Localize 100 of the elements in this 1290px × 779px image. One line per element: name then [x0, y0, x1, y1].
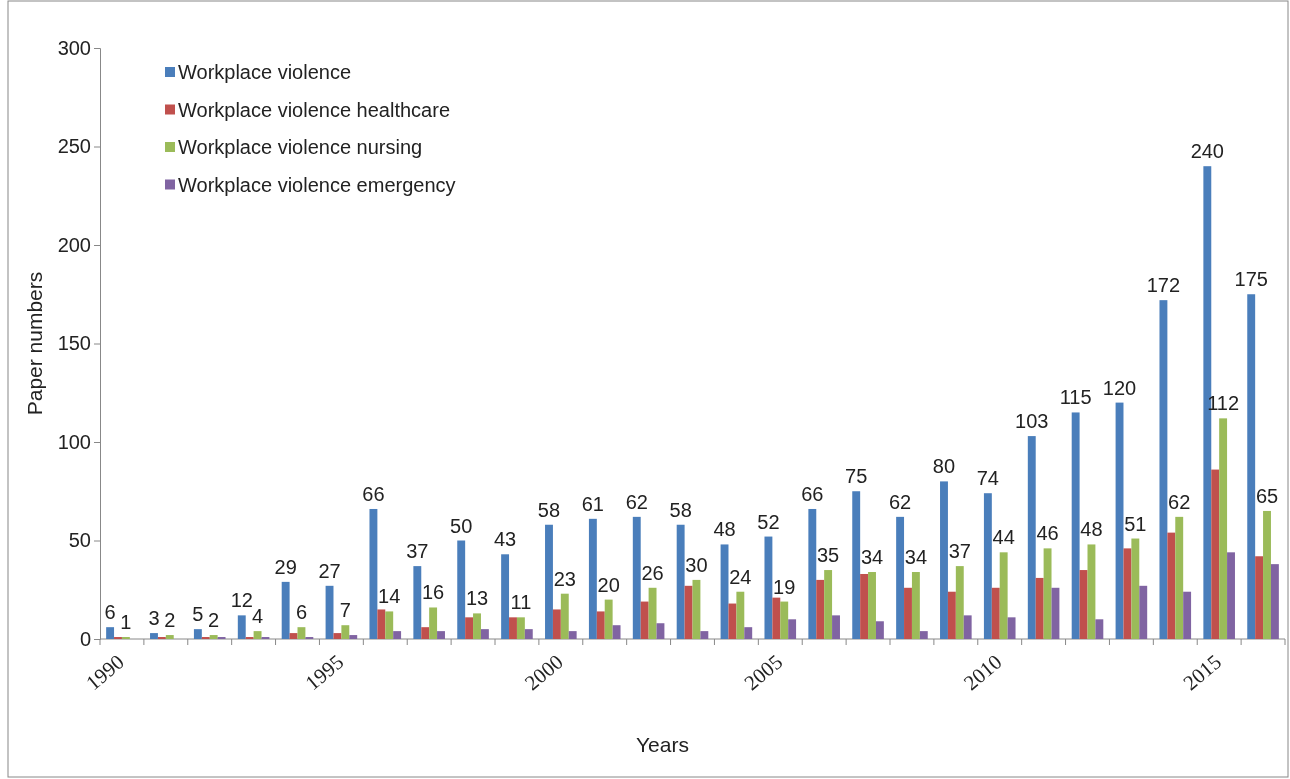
data-label: 172	[1146, 274, 1181, 297]
bar	[1131, 538, 1140, 639]
data-label: 34	[904, 546, 928, 569]
data-label: 120	[1102, 376, 1137, 399]
bar	[612, 625, 621, 639]
bar	[604, 599, 613, 639]
data-label: 43	[493, 528, 517, 551]
bar	[165, 635, 174, 639]
bar	[297, 627, 306, 639]
data-label: 1	[120, 611, 132, 634]
bar	[281, 581, 290, 639]
legend-label: Workplace violence	[178, 61, 352, 83]
bar	[919, 631, 928, 639]
bar	[560, 593, 569, 639]
data-label: 62	[888, 490, 912, 513]
bar	[1183, 591, 1192, 639]
bar	[983, 493, 992, 639]
data-label: 115	[1059, 386, 1092, 409]
data-label: 11	[510, 591, 532, 614]
data-label: 61	[581, 492, 604, 515]
data-label: 26	[641, 561, 664, 584]
bar	[788, 619, 797, 639]
x-tick-label: 1995	[300, 649, 349, 696]
data-label: 30	[685, 553, 708, 576]
bar	[437, 631, 445, 639]
y-tick-label: 150	[57, 332, 91, 355]
bar	[429, 607, 438, 639]
bar	[524, 629, 533, 639]
bar	[648, 587, 657, 639]
bar	[868, 572, 876, 639]
bar	[193, 629, 202, 639]
y-tick-label: 0	[79, 627, 91, 650]
bar	[700, 631, 709, 639]
bar	[764, 536, 773, 639]
data-label: 74	[976, 467, 999, 490]
legend-label: Workplace violence nursing	[178, 136, 423, 158]
data-label: 7	[339, 599, 351, 622]
data-label: 46	[1036, 522, 1059, 545]
bar	[816, 579, 825, 639]
bar	[1263, 510, 1271, 639]
bar	[421, 627, 430, 639]
bar	[457, 540, 466, 639]
bar	[860, 573, 869, 639]
data-label: 16	[421, 581, 445, 604]
bar	[640, 601, 649, 639]
bar	[728, 603, 737, 639]
bar	[253, 631, 262, 639]
bar	[656, 623, 665, 639]
bar	[516, 617, 525, 639]
x-axis-title: Years	[636, 733, 689, 756]
bar	[875, 621, 884, 639]
data-label: 58	[537, 498, 561, 521]
y-tick-label: 200	[57, 233, 91, 256]
bar	[509, 617, 517, 639]
data-label: 2	[208, 609, 220, 632]
bar	[480, 629, 489, 639]
x-tick-label: 2010	[958, 649, 1007, 696]
bar	[349, 635, 358, 639]
data-label: 66	[801, 482, 824, 505]
bar	[1035, 577, 1044, 639]
bar	[780, 601, 789, 639]
bar	[1175, 516, 1184, 639]
bar	[896, 516, 905, 639]
bar	[1123, 548, 1132, 639]
bar	[1247, 294, 1256, 639]
data-label: 50	[450, 514, 473, 537]
bar	[341, 625, 350, 639]
bar	[106, 627, 115, 639]
bar	[963, 615, 972, 639]
bar	[911, 572, 920, 639]
bar	[684, 585, 693, 639]
data-label: 29	[274, 555, 297, 578]
data-label: 52	[757, 510, 780, 533]
data-label: 62	[625, 490, 648, 513]
bar	[824, 570, 833, 639]
bar	[369, 508, 378, 639]
data-label: 80	[932, 455, 956, 478]
data-label: 37	[948, 540, 971, 563]
bar	[852, 491, 861, 639]
data-label: 6	[104, 601, 116, 624]
data-label: 24	[729, 565, 752, 588]
bar	[333, 633, 342, 639]
bar	[209, 635, 218, 639]
data-label: 5	[192, 603, 204, 626]
bar	[676, 524, 685, 639]
data-label: 58	[669, 498, 692, 521]
bar	[991, 587, 1000, 639]
x-tick-label: 1990	[81, 649, 129, 696]
bar	[1007, 617, 1016, 639]
bar	[1071, 412, 1080, 639]
bar	[289, 633, 298, 639]
bar	[1043, 548, 1052, 639]
x-tick-label: 2000	[520, 649, 568, 696]
y-tick-label: 50	[68, 529, 91, 552]
bar	[385, 611, 394, 639]
bar	[1159, 300, 1168, 639]
bar	[1167, 532, 1176, 639]
data-label: 75	[845, 465, 868, 488]
data-label: 6	[295, 601, 308, 624]
bar	[413, 566, 422, 639]
